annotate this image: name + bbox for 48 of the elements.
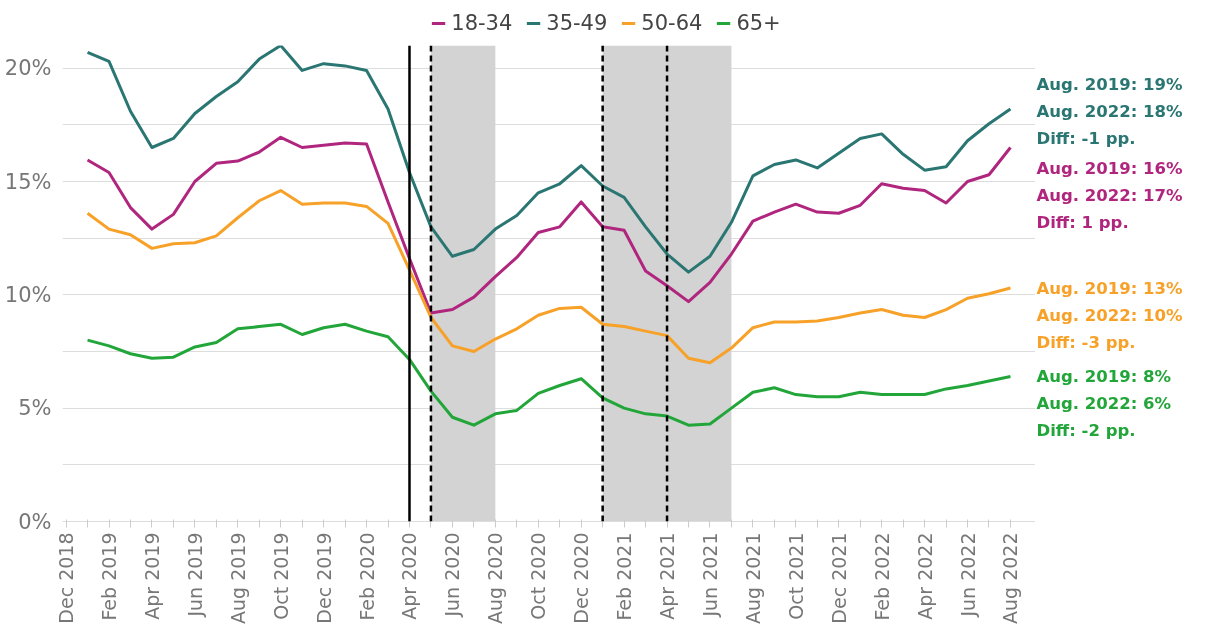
x-tick-label: Oct 2019 <box>269 532 292 620</box>
text: Aug. 2022: 6% <box>1036 393 1172 413</box>
text: Aug. 2022: 18% <box>1036 101 1184 121</box>
x-tick-label: Apr 2021 <box>656 532 679 620</box>
text: Aug. 2022: 17% <box>1036 185 1184 205</box>
line-series <box>86 189 1012 365</box>
y-tick-label: 20% <box>4 56 52 81</box>
x-tick-label: Aug 2020 <box>484 532 507 624</box>
legend-label: 18-34 <box>451 10 513 35</box>
x-tick-label: Dec 2020 <box>570 532 593 624</box>
x-tick-label: Feb 2020 <box>355 532 378 621</box>
text: Diff: 1 pp. <box>1036 212 1129 232</box>
x-tick-label: Oct 2020 <box>527 532 550 620</box>
text: Aug. 2019: 8% <box>1036 366 1172 386</box>
line-series <box>86 135 1012 315</box>
x-tick-label: Dec 2018 <box>55 532 78 624</box>
x-tick-label: Jun 2019 <box>183 532 206 618</box>
x-tick-label: Aug 2019 <box>226 532 249 624</box>
x-tick-label: Jun 2020 <box>441 532 464 618</box>
legend-label: 65+ <box>736 10 781 35</box>
text: Aug. 2019: 16% <box>1036 158 1184 178</box>
x-tick-label: Oct 2021 <box>784 532 807 620</box>
x-tick-label: Apr 2019 <box>140 532 163 620</box>
x-tick-label: Jun 2021 <box>698 532 721 618</box>
x-tick-label: Feb 2019 <box>98 532 120 621</box>
line-series <box>86 322 1012 427</box>
x-tick-label: Aug 2021 <box>741 532 764 624</box>
x-tick-label: Aug 2022 <box>999 532 1022 624</box>
text: Diff: -3 pp. <box>1036 332 1136 352</box>
text: Aug. 2019: 19% <box>1036 74 1184 94</box>
legend-label: 35-49 <box>546 10 608 35</box>
y-tick-label: 5% <box>18 396 52 421</box>
x-tick-label: Dec 2021 <box>827 532 850 624</box>
y-tick-label: 15% <box>4 169 52 194</box>
text: Aug. 2022: 10% <box>1036 305 1184 325</box>
x-tick-label: Apr 2020 <box>398 532 421 620</box>
text: Aug. 2019: 13% <box>1036 278 1184 298</box>
text: Diff: -2 pp. <box>1036 420 1136 440</box>
x-tick-label: Apr 2022 <box>913 532 936 620</box>
y-tick-label: 10% <box>4 282 52 307</box>
line-series <box>86 45 1012 274</box>
y-tick-label: 0% <box>18 509 52 534</box>
x-tick-label: Jun 2022 <box>956 532 979 618</box>
x-tick-label: Feb 2022 <box>870 532 893 621</box>
x-tick-label: Dec 2019 <box>312 532 335 624</box>
legend-label: 50-64 <box>641 10 703 35</box>
x-tick-label: Feb 2021 <box>613 532 636 621</box>
text: Diff: -1 pp. <box>1036 128 1136 148</box>
